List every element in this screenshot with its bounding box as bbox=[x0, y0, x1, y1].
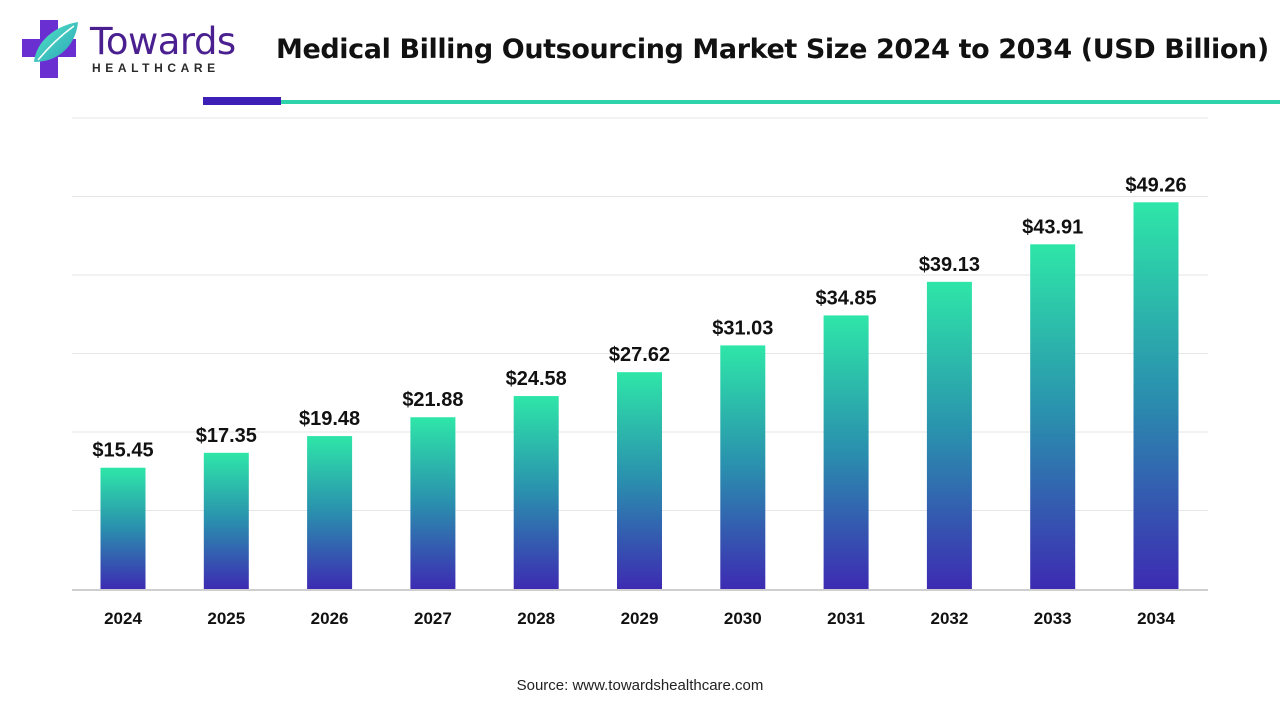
bar-2028 bbox=[513, 396, 559, 589]
source-note: Source: www.towardshealthcare.com bbox=[0, 676, 1280, 696]
x-tick-label-2025: 2025 bbox=[207, 609, 245, 628]
value-label-2030: $31.03 bbox=[712, 317, 773, 339]
value-label-2031: $34.85 bbox=[816, 287, 877, 309]
x-tick-label-2028: 2028 bbox=[517, 609, 555, 628]
chart-x-tick-labels: 2024 2025 2026 2027 2028 2029 2030 2031 2032 2033… bbox=[104, 609, 1175, 628]
bar-2030 bbox=[720, 345, 766, 589]
bar-2025 bbox=[203, 452, 249, 589]
x-tick-label-2032: 2032 bbox=[930, 609, 968, 628]
x-tick-label-2024: 2024 bbox=[104, 609, 142, 628]
bar-2032 bbox=[926, 281, 972, 589]
logo-cross-icon bbox=[22, 20, 78, 78]
value-label-2029: $27.62 bbox=[609, 344, 670, 366]
chart-gridlines bbox=[72, 117, 1208, 511]
x-tick-label-2031: 2031 bbox=[827, 609, 865, 628]
value-label-2025: $17.35 bbox=[196, 425, 257, 447]
title-underline-accent bbox=[203, 97, 281, 105]
x-tick-label-2034: 2034 bbox=[1137, 609, 1175, 628]
value-label-2032: $39.13 bbox=[919, 254, 980, 276]
bar-2034 bbox=[1133, 202, 1179, 589]
bar-2024 bbox=[100, 467, 146, 589]
x-tick-label-2033: 2033 bbox=[1034, 609, 1072, 628]
title-underline bbox=[281, 100, 1280, 104]
bar-2029 bbox=[617, 372, 662, 589]
x-tick-label-2029: 2029 bbox=[621, 609, 659, 628]
source-label: Source: bbox=[516, 677, 569, 694]
value-label-2026: $19.48 bbox=[299, 408, 360, 430]
brand-subtitle: HEALTHCARE bbox=[92, 61, 220, 75]
value-label-2034: $49.26 bbox=[1125, 174, 1186, 196]
value-label-2027: $21.88 bbox=[402, 389, 463, 411]
x-tick-label-2030: 2030 bbox=[724, 609, 762, 628]
bar-2033 bbox=[1030, 244, 1076, 589]
chart-value-labels: $15.45 $17.35 $19.48 $21.88 $24.58 $27.62 $31.… bbox=[92, 174, 1186, 461]
value-label-2028: $24.58 bbox=[506, 368, 567, 390]
x-tick-label-2027: 2027 bbox=[414, 609, 452, 628]
brand-logo: Towards HEALTHCARE bbox=[20, 18, 236, 80]
bar-2031 bbox=[823, 315, 869, 589]
chart-title: Medical Billing Outsourcing Market Size … bbox=[276, 34, 1269, 65]
value-label-2033: $43.91 bbox=[1022, 216, 1083, 238]
bar-2026 bbox=[307, 436, 353, 589]
brand-name: Towards bbox=[90, 20, 236, 63]
value-label-2024: $15.45 bbox=[92, 440, 153, 462]
bar-2027 bbox=[410, 417, 456, 589]
chart-bars bbox=[100, 202, 1179, 589]
x-tick-label-2026: 2026 bbox=[311, 609, 349, 628]
source-url: www.towardshealthcare.com bbox=[572, 677, 764, 694]
